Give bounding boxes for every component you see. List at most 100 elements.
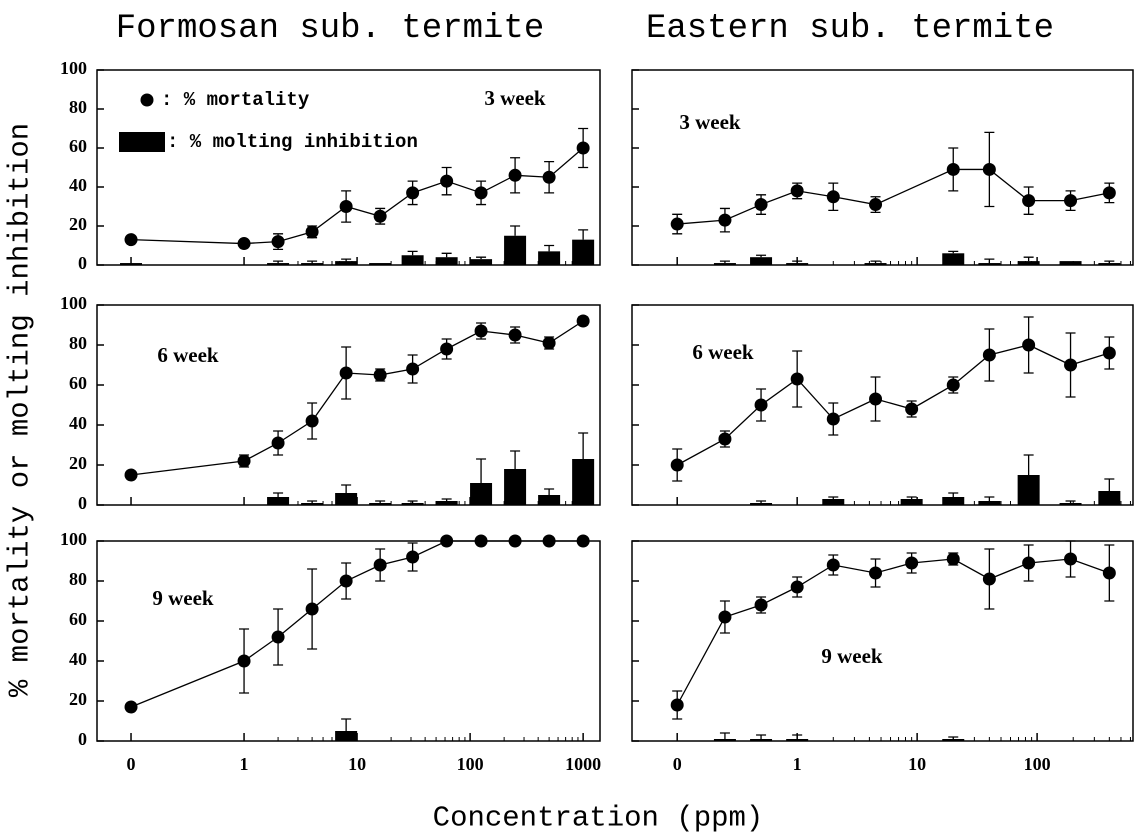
y-tick-label: 60 — [69, 136, 87, 156]
point — [305, 225, 319, 239]
error-bar — [441, 252, 452, 258]
bar — [786, 263, 809, 265]
error-bar — [1023, 256, 1034, 262]
error-bar — [756, 500, 767, 503]
bar — [470, 483, 493, 505]
point — [124, 233, 138, 247]
panel-annotation: 3 week — [484, 86, 546, 110]
point — [542, 170, 556, 184]
bar — [942, 739, 965, 741]
bar — [750, 257, 773, 265]
error-bar — [407, 250, 418, 256]
panel-annotation: 3 week — [679, 110, 741, 134]
y-tick-label: 0 — [78, 253, 87, 273]
error-bar — [870, 260, 881, 264]
error-bar — [441, 498, 452, 501]
point — [790, 580, 804, 594]
error-bar — [476, 256, 487, 260]
error-bar — [544, 244, 555, 252]
panel-annotation: 6 week — [157, 343, 219, 367]
point — [508, 534, 522, 548]
bar — [120, 263, 143, 265]
point — [124, 700, 138, 714]
point — [670, 217, 684, 231]
error-bar — [984, 258, 995, 264]
point — [474, 324, 488, 338]
legend-label: : % mortality — [161, 89, 310, 111]
point — [474, 186, 488, 200]
bar — [572, 239, 595, 265]
error-bar — [1023, 454, 1034, 475]
point — [271, 436, 285, 450]
point — [237, 654, 251, 668]
column-title: Formosan sub. termite — [116, 10, 544, 48]
bar — [942, 497, 965, 505]
error-bar — [792, 260, 803, 264]
plot-frame — [96, 540, 601, 742]
bar — [369, 503, 392, 505]
error-bar — [578, 432, 589, 459]
point — [508, 168, 522, 182]
error-bar — [307, 500, 318, 503]
bar — [401, 503, 424, 505]
error-bar — [719, 260, 730, 264]
y-tick-label: 80 — [69, 333, 87, 353]
y-tick-label: 80 — [69, 97, 87, 117]
point — [339, 574, 353, 588]
bar — [267, 497, 290, 505]
bar — [470, 259, 493, 265]
point — [440, 534, 454, 548]
point — [406, 550, 420, 564]
bar — [301, 503, 324, 505]
panel-annotation: 6 week — [692, 340, 754, 364]
y-tick-label: 60 — [69, 373, 87, 393]
bar — [1059, 261, 1082, 265]
point — [718, 610, 732, 624]
x-tick-label: 0 — [127, 754, 136, 774]
error-bar — [719, 732, 730, 739]
point — [124, 468, 138, 482]
error-bar — [1104, 478, 1115, 491]
line — [677, 168, 1110, 225]
y-tick-label: 100 — [60, 293, 87, 313]
error-bar — [341, 718, 352, 731]
bar — [750, 503, 773, 505]
bar — [267, 263, 290, 265]
point — [869, 198, 883, 212]
point — [339, 200, 353, 213]
line — [676, 558, 1110, 706]
y-axis-label: % mortality or molting inhibition — [4, 123, 37, 697]
point — [440, 342, 454, 356]
bar — [750, 739, 773, 741]
point — [271, 235, 285, 249]
plot-frame — [631, 540, 1134, 742]
bar — [978, 501, 1001, 505]
bar — [713, 739, 736, 741]
bar — [335, 493, 358, 505]
point — [670, 458, 684, 472]
line — [130, 540, 584, 708]
point — [905, 556, 919, 570]
point — [754, 198, 768, 212]
point — [754, 398, 768, 412]
point — [946, 552, 960, 566]
point — [946, 162, 960, 176]
x-tick-label: 1 — [240, 754, 249, 774]
bar — [1098, 263, 1121, 265]
legend-marker — [119, 132, 165, 152]
point — [373, 209, 387, 223]
panel-annotation: 9 week — [152, 586, 214, 610]
bar — [369, 263, 392, 265]
x-tick-label: 0 — [673, 754, 682, 774]
point — [576, 534, 590, 548]
y-tick-label: 40 — [69, 649, 87, 669]
x-tick-label: 100 — [1024, 754, 1051, 774]
bar — [1059, 503, 1082, 505]
point — [905, 402, 919, 416]
bar — [572, 459, 595, 505]
point — [826, 190, 840, 204]
error-bar — [828, 496, 839, 499]
plot-frame — [631, 304, 1134, 506]
error-bar — [756, 734, 767, 739]
point — [982, 348, 996, 362]
